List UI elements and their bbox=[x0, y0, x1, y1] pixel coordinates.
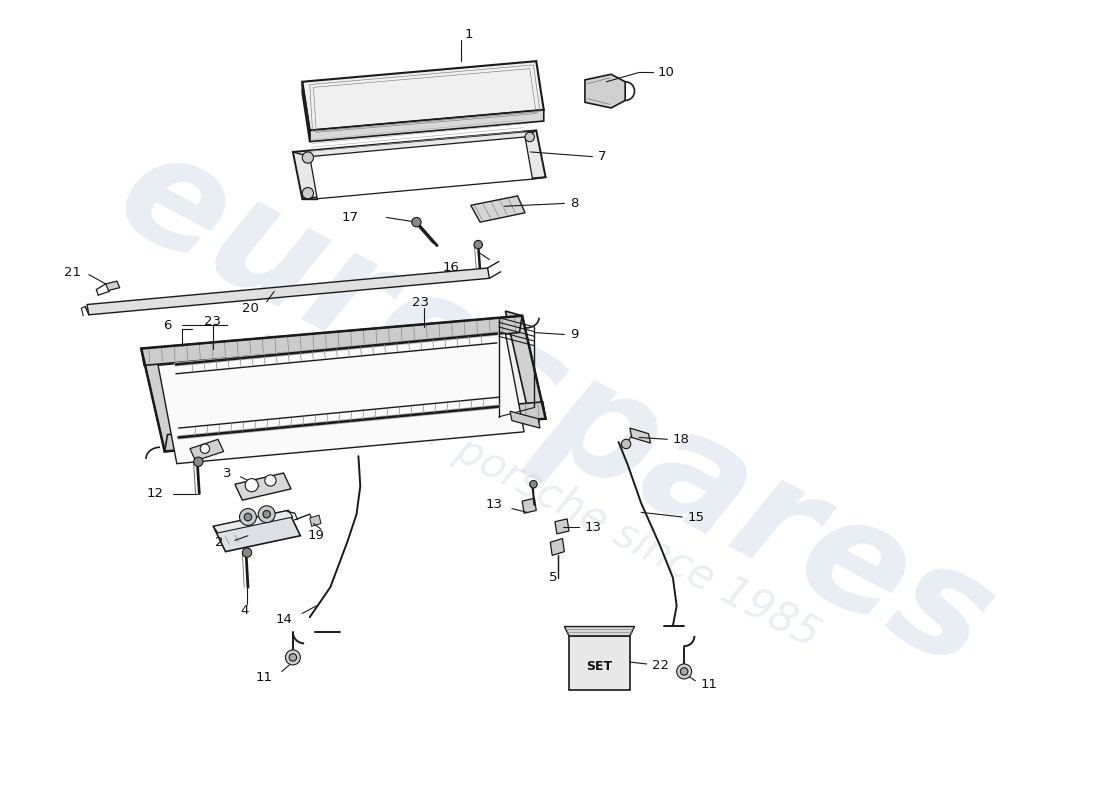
Text: eurospares: eurospares bbox=[94, 117, 1016, 702]
Circle shape bbox=[302, 187, 313, 198]
Text: a parts for porsche since 1985: a parts for porsche since 1985 bbox=[245, 321, 827, 657]
Polygon shape bbox=[87, 268, 490, 315]
Polygon shape bbox=[141, 316, 546, 451]
Circle shape bbox=[240, 509, 256, 526]
Circle shape bbox=[411, 218, 421, 227]
Circle shape bbox=[245, 478, 258, 492]
Text: 23: 23 bbox=[411, 296, 429, 309]
Circle shape bbox=[676, 664, 692, 679]
Polygon shape bbox=[505, 311, 546, 418]
Polygon shape bbox=[310, 515, 321, 526]
Polygon shape bbox=[213, 510, 300, 552]
Text: 17: 17 bbox=[341, 211, 359, 224]
Circle shape bbox=[194, 457, 204, 466]
Circle shape bbox=[258, 506, 275, 522]
Text: 15: 15 bbox=[688, 510, 705, 523]
Text: 2: 2 bbox=[216, 536, 223, 549]
Polygon shape bbox=[235, 473, 292, 500]
Polygon shape bbox=[550, 538, 564, 555]
Polygon shape bbox=[141, 349, 182, 451]
Circle shape bbox=[200, 444, 210, 454]
Circle shape bbox=[289, 654, 297, 661]
Text: 23: 23 bbox=[204, 315, 221, 328]
Text: 13: 13 bbox=[585, 521, 602, 534]
Text: 11: 11 bbox=[701, 678, 718, 691]
Text: 1: 1 bbox=[464, 29, 473, 42]
Text: 4: 4 bbox=[240, 604, 249, 617]
Circle shape bbox=[681, 668, 688, 675]
Polygon shape bbox=[630, 428, 650, 443]
Text: 21: 21 bbox=[65, 266, 81, 279]
Circle shape bbox=[263, 510, 271, 518]
Polygon shape bbox=[556, 519, 569, 534]
Polygon shape bbox=[302, 82, 310, 142]
Polygon shape bbox=[310, 110, 543, 142]
Polygon shape bbox=[106, 281, 120, 290]
Polygon shape bbox=[158, 334, 524, 464]
Text: 3: 3 bbox=[222, 466, 231, 479]
Polygon shape bbox=[141, 316, 522, 366]
Text: 11: 11 bbox=[255, 670, 273, 683]
Text: 18: 18 bbox=[673, 433, 690, 446]
Text: 7: 7 bbox=[598, 150, 606, 163]
Text: 14: 14 bbox=[276, 613, 293, 626]
Polygon shape bbox=[213, 510, 293, 533]
Circle shape bbox=[621, 439, 630, 449]
Text: 16: 16 bbox=[442, 261, 460, 274]
Text: 9: 9 bbox=[570, 328, 579, 341]
Text: 6: 6 bbox=[163, 318, 172, 332]
Circle shape bbox=[474, 241, 483, 249]
Circle shape bbox=[244, 514, 252, 521]
Polygon shape bbox=[471, 196, 525, 222]
Text: 5: 5 bbox=[549, 571, 558, 584]
Polygon shape bbox=[190, 439, 223, 461]
Circle shape bbox=[242, 548, 252, 558]
Polygon shape bbox=[585, 74, 625, 108]
Circle shape bbox=[525, 132, 535, 142]
Circle shape bbox=[265, 475, 276, 486]
Text: 20: 20 bbox=[242, 302, 260, 314]
Circle shape bbox=[302, 152, 313, 163]
Polygon shape bbox=[510, 411, 540, 428]
Text: 13: 13 bbox=[485, 498, 503, 511]
Circle shape bbox=[530, 481, 537, 488]
Text: 12: 12 bbox=[146, 487, 164, 500]
Text: 22: 22 bbox=[652, 659, 669, 672]
Polygon shape bbox=[293, 130, 546, 198]
Polygon shape bbox=[522, 498, 537, 514]
Text: 8: 8 bbox=[570, 197, 579, 210]
Circle shape bbox=[285, 650, 300, 665]
Text: 19: 19 bbox=[308, 530, 324, 542]
Text: SET: SET bbox=[586, 660, 612, 674]
Text: 10: 10 bbox=[658, 66, 674, 79]
Polygon shape bbox=[302, 61, 543, 130]
Polygon shape bbox=[165, 402, 546, 451]
Polygon shape bbox=[564, 626, 635, 636]
Polygon shape bbox=[569, 636, 630, 690]
Polygon shape bbox=[310, 137, 532, 198]
